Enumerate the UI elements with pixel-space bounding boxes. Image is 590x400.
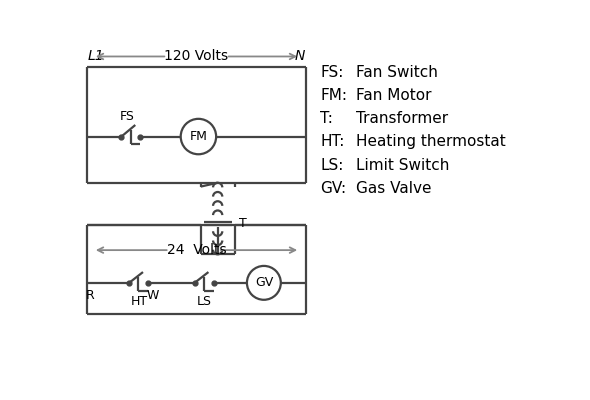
Text: FS:: FS: (320, 65, 343, 80)
Text: GV: GV (255, 276, 273, 289)
Text: Gas Valve: Gas Valve (356, 181, 432, 196)
Text: T: T (239, 217, 247, 230)
Text: Transformer: Transformer (356, 111, 448, 126)
Text: FS: FS (119, 110, 135, 123)
Text: HT:: HT: (320, 134, 345, 150)
Text: LS:: LS: (320, 158, 343, 172)
Text: T:: T: (320, 111, 333, 126)
Text: Limit Switch: Limit Switch (356, 158, 450, 172)
Text: Heating thermostat: Heating thermostat (356, 134, 506, 150)
Text: 24  Volts: 24 Volts (167, 243, 227, 257)
Text: FM:: FM: (320, 88, 347, 103)
Text: HT: HT (130, 295, 148, 308)
Text: LS: LS (197, 295, 212, 308)
Text: Fan Switch: Fan Switch (356, 65, 438, 80)
Text: R: R (86, 289, 94, 302)
Text: L1: L1 (87, 50, 104, 64)
Text: GV:: GV: (320, 181, 346, 196)
Text: FM: FM (189, 130, 207, 143)
Text: N: N (295, 50, 306, 64)
Text: Fan Motor: Fan Motor (356, 88, 432, 103)
Text: W: W (147, 289, 159, 302)
Text: 120 Volts: 120 Volts (165, 50, 228, 64)
